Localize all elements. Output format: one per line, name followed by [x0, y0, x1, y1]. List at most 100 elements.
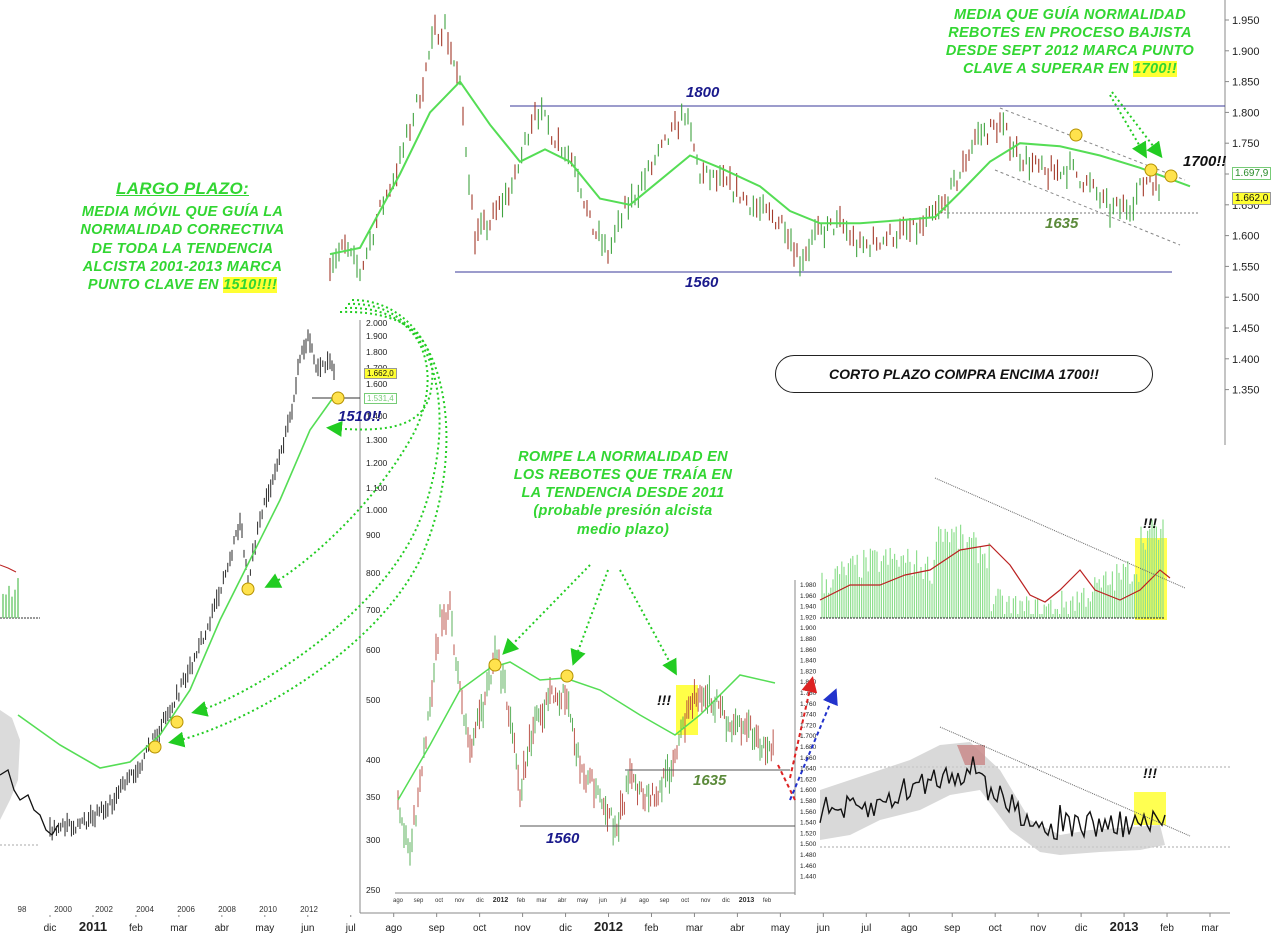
label-1560-mid: 1560 [546, 830, 580, 847]
right-oscillator-line [819, 756, 1166, 841]
label-1635-mid: 1635 [693, 772, 727, 789]
main-y-tick-label: 1.750 [1232, 138, 1260, 150]
short-term-callout: CORTO PLAZO COMPRA ENCIMA 1700!! [775, 355, 1153, 393]
main-y-tick-label: 1.900 [1232, 46, 1260, 58]
lt-x-tick-label: 98 [18, 905, 27, 914]
main-x-tick-label: ago [385, 923, 402, 934]
main-x-tick-label: dic [559, 923, 572, 934]
lt-price-label-1: 1.662,0 [364, 368, 397, 379]
main-x-tick-label: feb [1160, 923, 1174, 934]
mid-y-tick-label: 1.600 [800, 787, 817, 794]
right-volume-trendline [934, 477, 1186, 589]
main-y-tick-label: 1.850 [1232, 77, 1260, 89]
circle-lt-2009 [241, 582, 255, 596]
mid-y-tick-label: 1.460 [800, 863, 817, 870]
lt-y-tick-label: 350 [366, 792, 380, 802]
lt-y-tick-label: 1.300 [366, 435, 388, 445]
lt-oscillator-line [0, 768, 59, 836]
main-x-tick-label: nov [515, 923, 531, 934]
mid-x-tick-label: mar [536, 898, 546, 904]
main-x-tick-label: ago [901, 923, 918, 934]
inset-lt-y-labels: 2.0001.9001.8001.7001.6001.5001.4001.300… [366, 318, 388, 895]
inset-mid-chart: 1.980 1.960 1.940 1.920 1.900 1.880 1.860 1.840… [393, 578, 817, 904]
label-1510: 1510!! [338, 408, 382, 425]
annotation-top-right: MEDIA QUE GUÍA NORMALIDAD REBOTES EN PRO… [945, 7, 1195, 78]
lt-y-tick-label: 250 [366, 885, 380, 895]
mid-y-tick-label: 1.960 [800, 593, 817, 600]
label-1635-top: 1635 [1045, 215, 1079, 232]
lt-y-tick-label: 800 [366, 568, 380, 578]
main-y-tick-label: 1.600 [1232, 231, 1260, 243]
circle-lt-2004 [148, 740, 162, 754]
mid-y-tick-label: 1.800 [800, 679, 817, 686]
mid-y-tick-label: 1.640 [800, 766, 817, 773]
main-x-tick-label: dic [1075, 923, 1088, 934]
lt-y-tick-label: 1.600 [366, 379, 388, 389]
inset-long-term-bg [0, 320, 360, 915]
main-x-tick-label: may [255, 923, 274, 934]
mid-x-tick-label: oct [681, 898, 689, 904]
circle-mid-2 [560, 669, 574, 683]
annotation-arrows [168, 91, 1163, 748]
main-x-tick-label: sep [429, 923, 446, 934]
main-x-tick-label: oct [989, 923, 1003, 934]
mid-x-tick-label: ago [393, 898, 404, 904]
inset-mid-x-labels: ago sep oct nov dic 2012 feb mar abr may jun jul ago… [393, 897, 772, 904]
mid-x-tick-label: feb [517, 898, 526, 904]
exclaim-right-volume: !!! [1143, 515, 1157, 531]
right-volume-bars [821, 519, 1164, 618]
main-x-tick-label: oct [473, 923, 487, 934]
inset-long-term-chart: 2.0001.9001.8001.7001.6001.5001.4001.300… [0, 318, 388, 915]
right-oscillator-band [820, 742, 1165, 855]
mid-y-tick-label: 1.980 [800, 582, 817, 589]
mid-y-tick-label: 1.520 [800, 830, 817, 837]
mid-y-tick-label: 1.620 [800, 776, 817, 783]
mid-y-tick-label: 1.860 [800, 647, 817, 654]
mid-y-tick-label: 1.880 [800, 636, 817, 643]
main-price-bars [329, 14, 1160, 282]
mid-x-tick-label: feb [763, 898, 772, 904]
exclaim-right-osc: !!! [1143, 765, 1157, 781]
mid-x-tick-label: may [577, 898, 588, 904]
exclaim-mid: !!! [657, 692, 671, 708]
lt-y-tick-label: 1.800 [366, 347, 388, 357]
mid-x-tick-label: oct [435, 898, 443, 904]
main-x-tick-label: dic [44, 923, 57, 934]
main-x-tick-label: abr [215, 923, 230, 934]
circle-main-2 [1144, 163, 1158, 177]
main-y-tick-label: 1.800 [1232, 107, 1260, 119]
annotation-mid: ROMPE LA NORMALIDAD EN LOS REBOTES QUE T… [513, 449, 733, 538]
label-1800: 1800 [686, 84, 720, 101]
right-volume-average [819, 544, 1171, 603]
mid-x-tick-label: nov [701, 898, 711, 904]
mid-y-tick-label: 1.580 [800, 798, 817, 805]
mid-y-tick-label: 1.920 [800, 614, 817, 621]
circle-main-1 [1069, 128, 1083, 142]
mid-y-tick-label: 1.760 [800, 701, 817, 708]
main-y-tick-label: 1.450 [1232, 323, 1260, 335]
price-label-lower: 1.662,0 [1232, 192, 1272, 205]
inset-lt-x-labels: 98 2000 2002 2004 2006 2008 2010 2012 [18, 905, 319, 914]
main-moving-average [329, 80, 1191, 256]
lt-y-tick-label: 2.000 [366, 318, 388, 328]
mid-price-bars [397, 591, 774, 866]
mid-y-tick-label: 1.820 [800, 668, 817, 675]
lt-y-tick-label: 900 [366, 530, 380, 540]
mid-x-tick-label: nov [455, 898, 465, 904]
lt-y-tick-label: 1.400 [366, 411, 388, 421]
main-y-tick-label: 1.400 [1232, 354, 1260, 366]
label-1700: 1700!! [1183, 153, 1227, 170]
circle-mid-1 [488, 658, 502, 672]
mid-x-tick-label: 2012 [493, 897, 509, 904]
main-x-tick-label: abr [730, 923, 745, 934]
lt-price-label-2: 1.531,4 [364, 393, 397, 404]
main-x-tick-label: jun [300, 923, 314, 934]
main-y-tick-label: 1.550 [1232, 261, 1260, 273]
downtrend-lower-line [994, 169, 1181, 246]
lt-y-tick-label: 700 [366, 605, 380, 615]
main-x-tick-label: 2011 [79, 919, 107, 934]
mid-y-tick-label: 1.440 [800, 874, 817, 881]
inset-right-chart [819, 470, 1230, 870]
lt-x-tick-label: 2002 [95, 905, 113, 914]
